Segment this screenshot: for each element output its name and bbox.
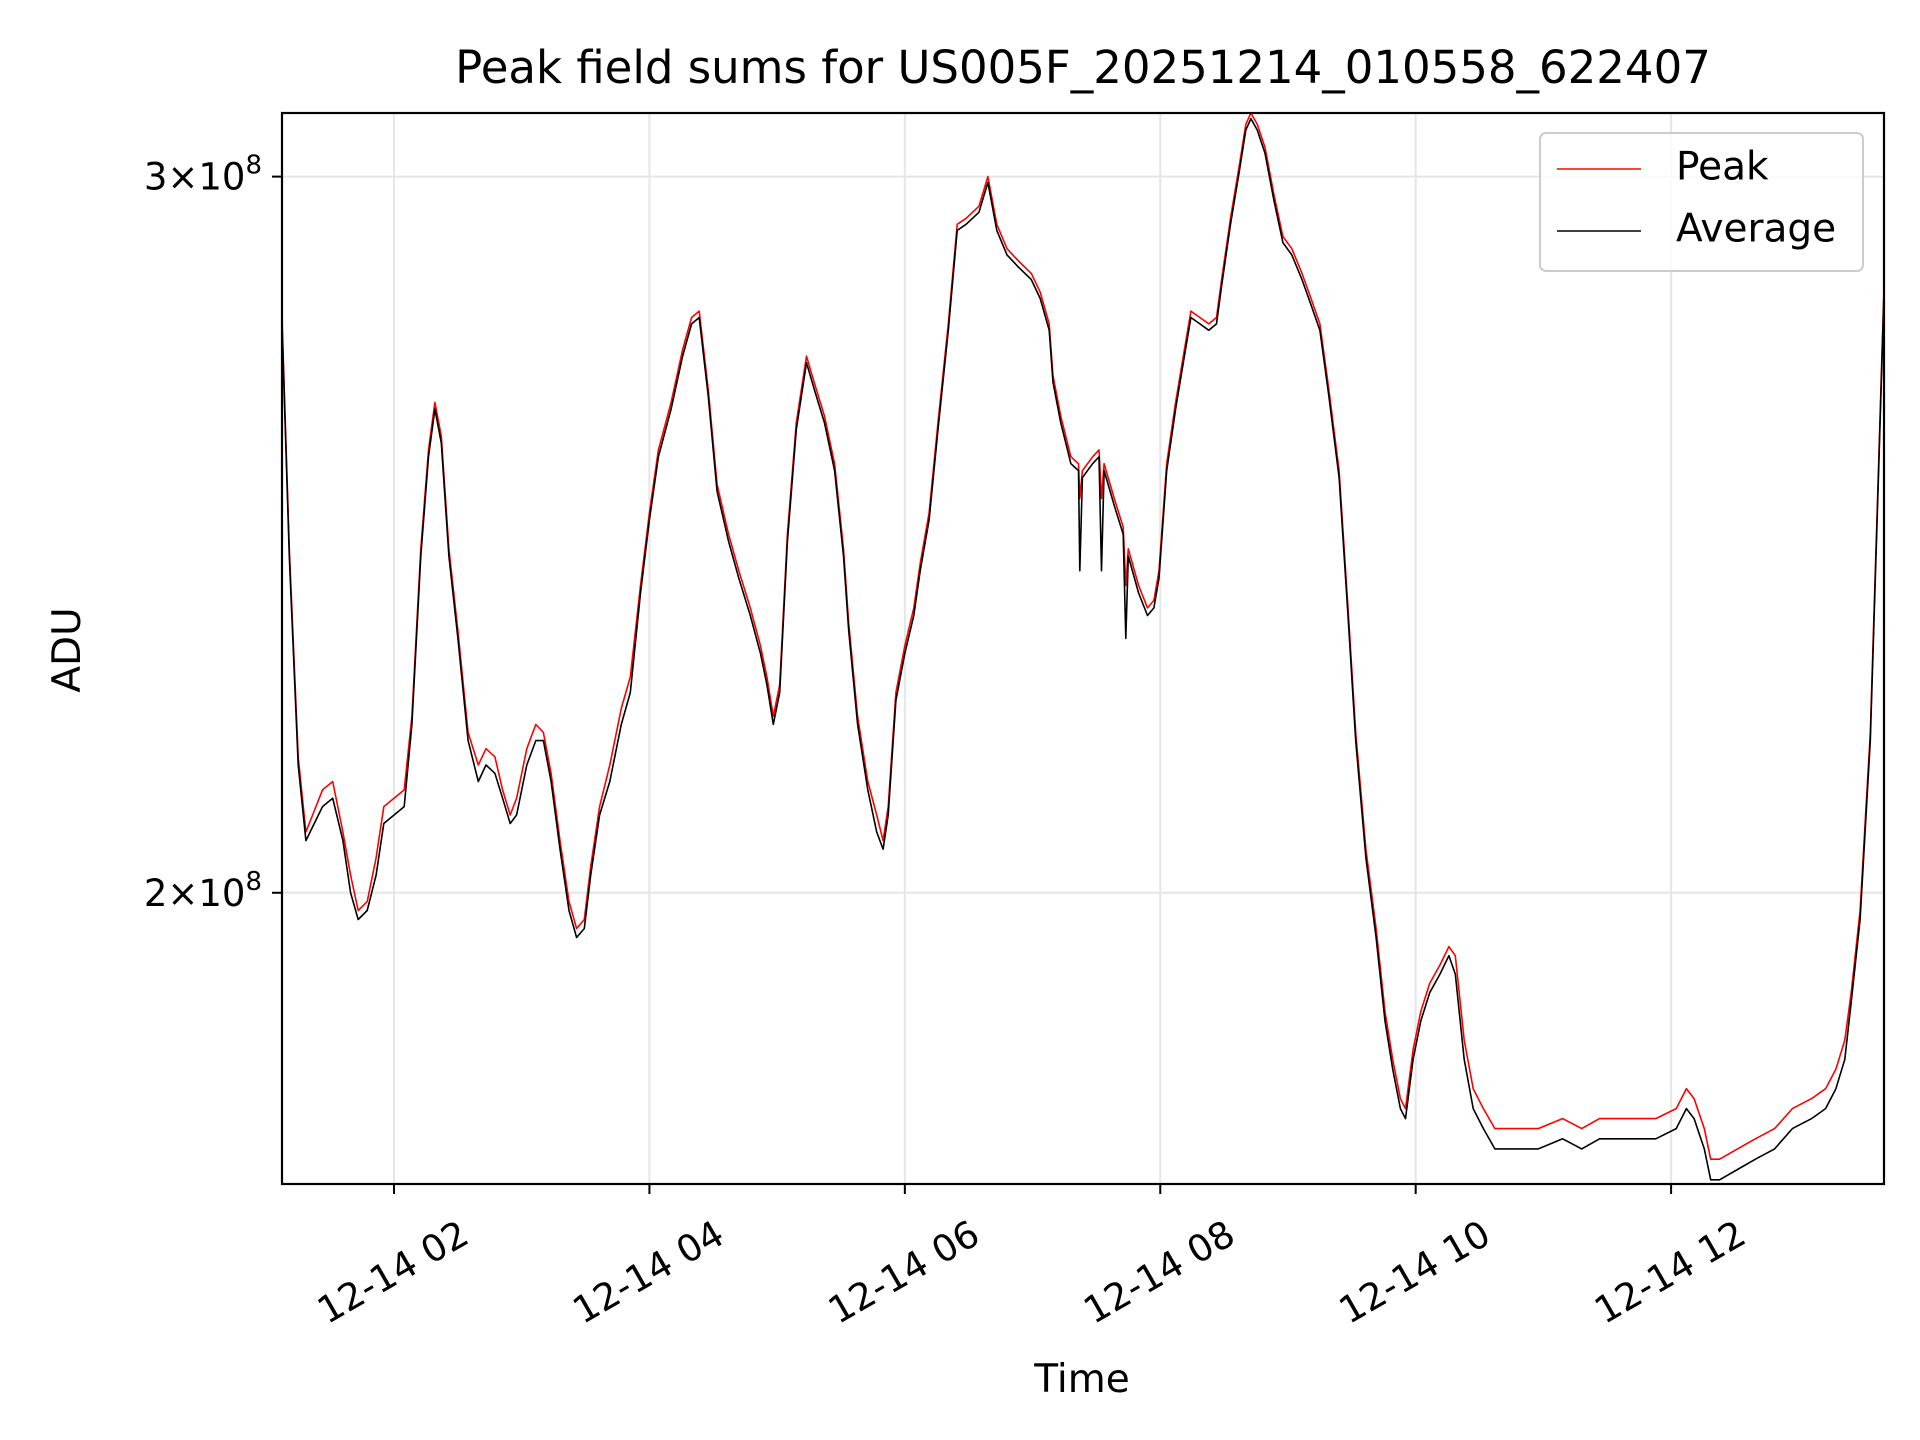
- series-line-average: [282, 117, 1884, 1181]
- y-tick-exponent: 8: [245, 867, 262, 897]
- y-tick-exponent: 8: [245, 151, 262, 181]
- x-axis-label: Time: [1033, 1357, 1129, 1402]
- y-tick-label: 2×108: [144, 867, 262, 915]
- chart-title: Peak field sums for US005F_20251214_0105…: [455, 41, 1711, 94]
- y-tick-mantissa: 3: [144, 156, 168, 199]
- y-tick-label: 3×108: [144, 151, 262, 199]
- y-axis-label: ADU: [45, 607, 90, 692]
- legend-label-peak: Peak: [1676, 145, 1769, 190]
- legend: Peak Average: [1539, 132, 1864, 272]
- legend-label-average: Average: [1676, 207, 1836, 252]
- plot-frame: [280, 111, 1886, 1186]
- series-line-peak: [282, 113, 1884, 1160]
- y-tick-times: ×10: [167, 872, 245, 915]
- series-lines: [282, 113, 1884, 1181]
- y-tick-mantissa: 2: [144, 872, 168, 915]
- y-tick-times: ×10: [167, 156, 245, 199]
- legend-box: [1539, 132, 1864, 272]
